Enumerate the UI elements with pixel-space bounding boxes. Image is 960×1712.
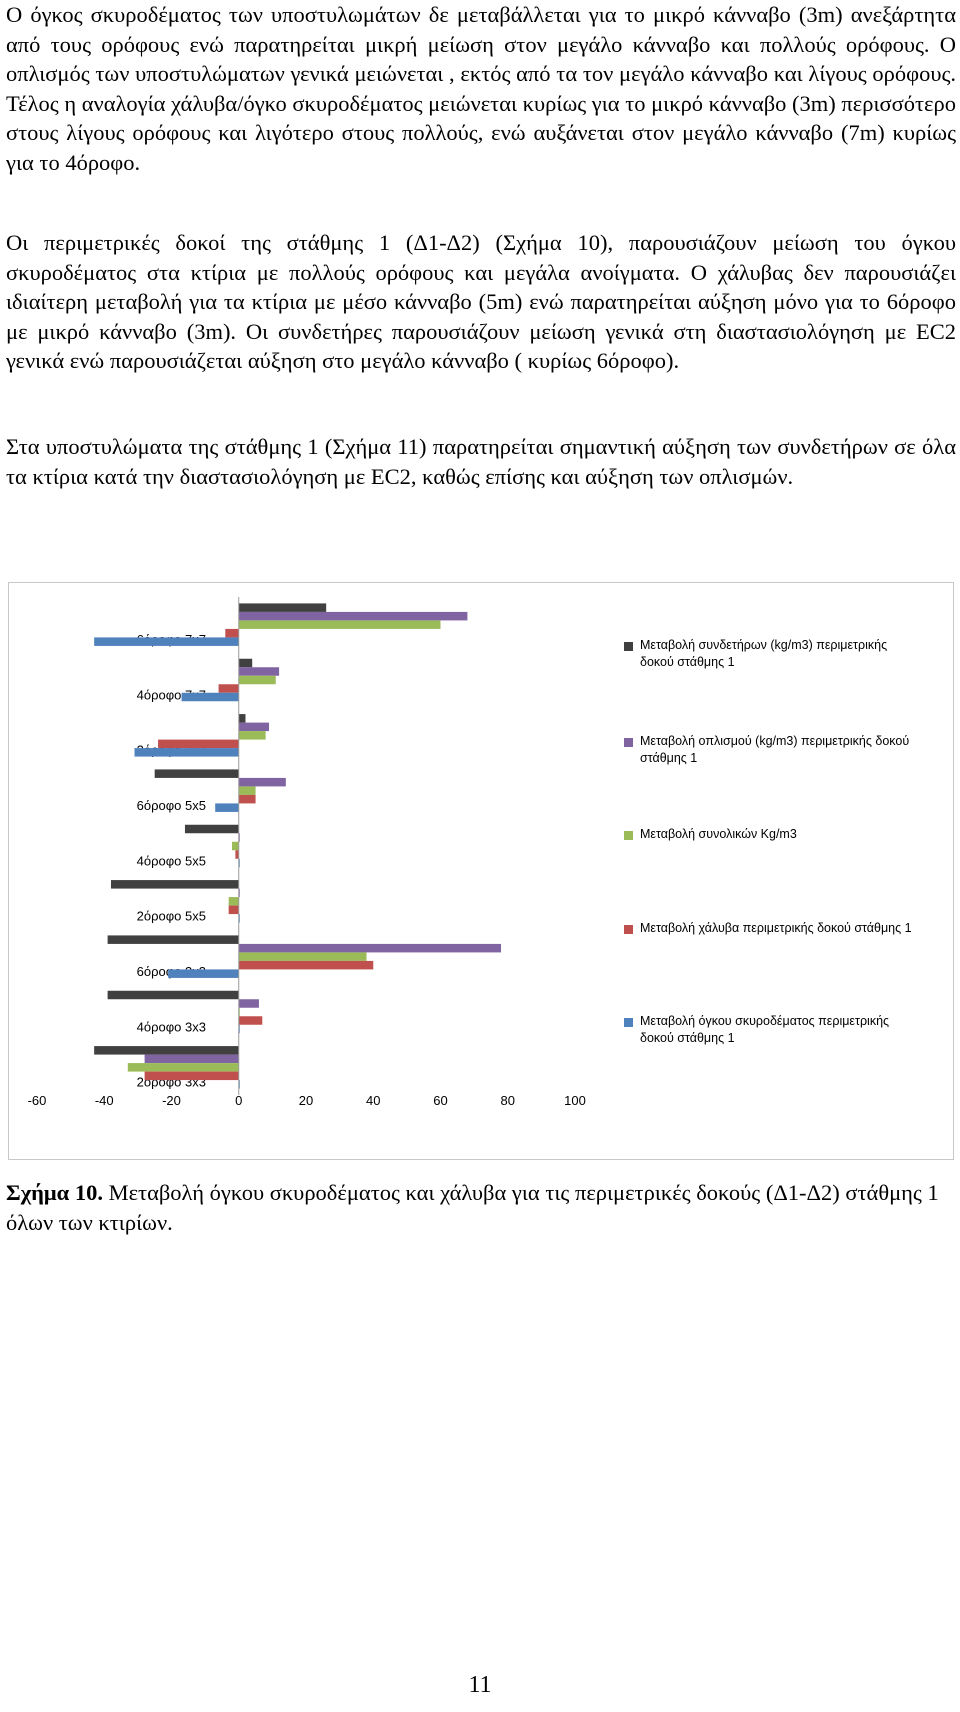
x-tick-label: 20 [299, 1093, 313, 1108]
legend-swatch [624, 642, 633, 651]
bar [238, 714, 246, 723]
bar [184, 824, 239, 834]
bar [238, 794, 256, 804]
caption-label: Σχήμα 10. [6, 1180, 103, 1205]
legend-swatch [624, 1018, 633, 1027]
category-label: 2όροφο 5x5 [137, 909, 206, 924]
paragraph-2: Οι περιμετρικές δοκοί της στάθμης 1 (Δ1-… [6, 230, 956, 373]
bar [107, 990, 239, 1000]
bar [107, 935, 239, 944]
bar [218, 684, 239, 693]
x-tick-label: 0 [235, 1093, 242, 1108]
bar [238, 1016, 263, 1025]
legend-swatch [624, 831, 633, 840]
x-tick-label: 40 [366, 1093, 380, 1108]
category-label: 4όροφο 3x3 [137, 1019, 206, 1034]
bar [110, 880, 239, 889]
x-tick-label: -20 [162, 1093, 181, 1108]
x-tick-label: -60 [28, 1093, 47, 1108]
bar [181, 692, 239, 702]
bar [238, 611, 468, 621]
bar [144, 1071, 239, 1081]
bar [215, 803, 239, 812]
bar [228, 897, 239, 906]
bar [168, 969, 239, 978]
legend-label: Μεταβολή όγκου σκυροδέματος περιμετρικής… [640, 1014, 889, 1045]
bar [134, 748, 239, 757]
legend-label: Μεταβολή οπλισμού (kg/m3) περιμετρικής δ… [640, 734, 909, 765]
legend-swatch [624, 925, 633, 934]
bar [238, 943, 502, 953]
bar [94, 637, 239, 646]
legend-label: Μεταβολή συνολικών Kg/m3 [640, 827, 797, 841]
bar [127, 1063, 239, 1072]
bar [238, 960, 374, 970]
x-tick-label: 80 [501, 1093, 515, 1108]
bar [238, 999, 259, 1008]
bar [238, 658, 253, 668]
bar [154, 769, 239, 778]
bar [235, 850, 239, 859]
bar [238, 620, 441, 629]
paragraph-3: Στα υποστυλώματα της στάθμης 1 (Σχήμα 11… [6, 434, 956, 489]
category-label: 6όροφο 5x5 [137, 798, 206, 813]
page-number: 11 [468, 1672, 492, 1698]
x-tick-label: 60 [433, 1093, 447, 1108]
bar [238, 786, 256, 795]
bar [238, 603, 327, 612]
paragraph-1: Ο όγκος σκυροδέματος των υποστυλωμάτων δ… [6, 2, 956, 175]
bar [144, 1054, 239, 1064]
bar [238, 722, 270, 732]
bar [225, 628, 239, 638]
bar [228, 905, 239, 915]
bar [238, 667, 280, 676]
bar [238, 777, 286, 787]
legend-label: Μεταβολή χάλυβα περιμετρικής δοκού στάθμ… [640, 921, 912, 935]
bar [238, 731, 266, 740]
bar [94, 1046, 239, 1055]
bar [238, 952, 367, 961]
figure-caption: Σχήμα 10. Μεταβολή όγκου σκυροδέματος κα… [6, 1178, 956, 1237]
category-label: 4όροφο 5x5 [137, 853, 206, 868]
bar [232, 841, 239, 851]
x-tick-label: 100 [564, 1093, 586, 1108]
legend-swatch [624, 738, 633, 747]
legend-label: Μεταβολή συνδετήρων (kg/m3) περιμετρικής… [640, 638, 887, 669]
bar [158, 739, 239, 749]
x-tick-label: -40 [95, 1093, 114, 1108]
bar [238, 675, 276, 685]
caption-text: Μεταβολή όγκου σκυροδέματος και χάλυβα γ… [6, 1180, 939, 1235]
